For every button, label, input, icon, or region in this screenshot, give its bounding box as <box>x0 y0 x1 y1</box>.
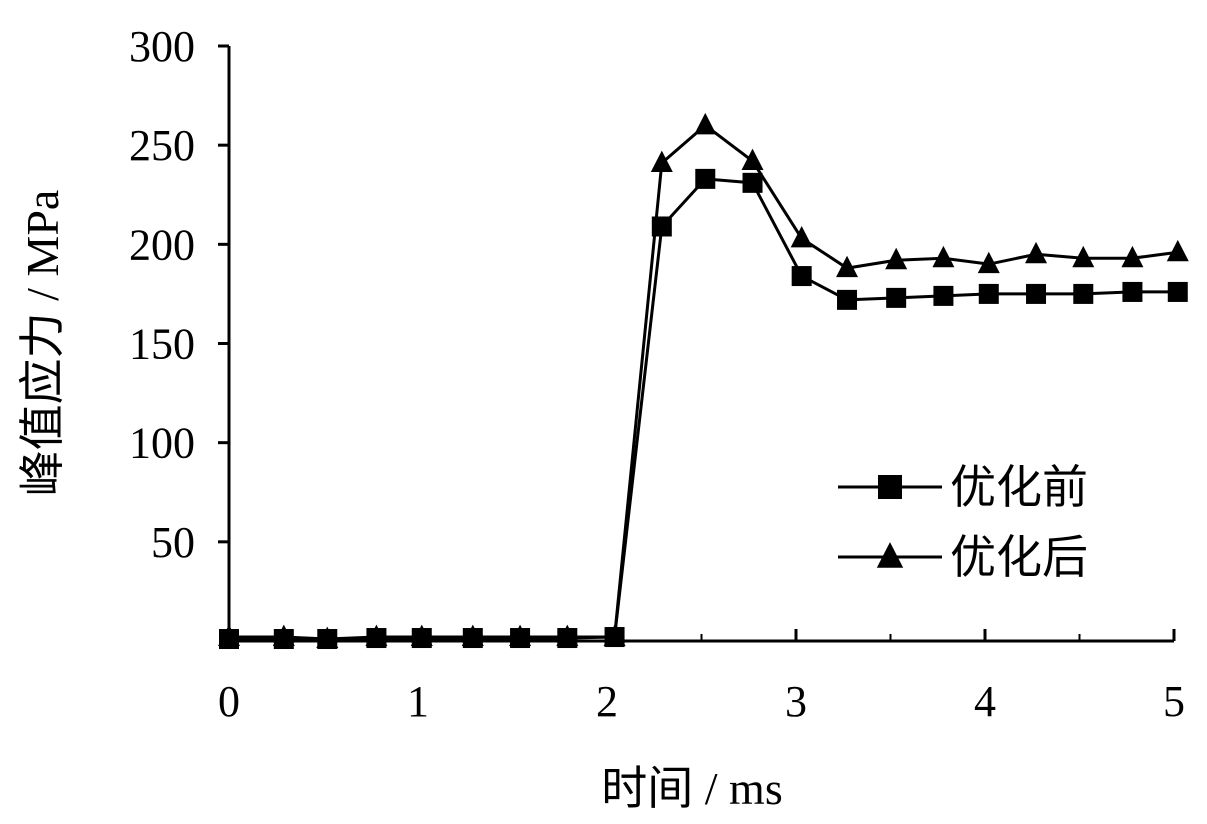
data-point <box>836 255 859 278</box>
data-point <box>650 150 673 173</box>
data-point <box>837 289 858 310</box>
data-point <box>603 624 626 647</box>
data-point <box>1121 245 1144 268</box>
y-axis-title: 峰值应力 / MPa <box>17 190 68 497</box>
data-point <box>791 266 812 287</box>
data-point <box>1072 245 1095 268</box>
data-point <box>272 624 295 647</box>
legend-label: 优化前 <box>950 462 1088 513</box>
data-point <box>694 112 717 135</box>
y-tick-label: 100 <box>129 419 195 468</box>
legend-marker <box>878 475 902 499</box>
data-point <box>461 624 484 647</box>
legend-item-1: 优化前 <box>838 462 1088 513</box>
y-tick-label: 250 <box>129 121 195 170</box>
data-point <box>1122 281 1143 302</box>
data-point <box>790 225 813 248</box>
data-point <box>885 247 908 270</box>
y-tick-label: 50 <box>151 518 195 567</box>
legend-marker <box>876 542 904 568</box>
data-point <box>978 283 999 304</box>
data-point <box>218 624 240 647</box>
data-point <box>933 285 954 306</box>
x-tick-label: 1 <box>407 677 429 726</box>
data-series <box>218 112 1189 650</box>
data-point <box>1025 241 1048 264</box>
x-tick-label: 0 <box>218 677 240 726</box>
tick-labels: 50 100 150 200 250 300 0 1 2 3 4 5 <box>129 22 1185 726</box>
data-point <box>365 624 388 647</box>
x-axis-title: 时间 / ms <box>601 763 782 814</box>
data-point <box>886 287 907 308</box>
data-point <box>1167 281 1188 302</box>
data-point <box>1073 283 1094 304</box>
x-tick-label: 4 <box>974 677 996 726</box>
y-tick-label: 150 <box>129 320 195 369</box>
legend-label: 优化后 <box>950 532 1088 583</box>
y-tick-label: 300 <box>129 22 195 71</box>
data-point <box>556 624 579 647</box>
y-tick-label: 200 <box>129 220 195 269</box>
x-tick-label: 2 <box>596 677 618 726</box>
series-2 <box>218 112 1189 649</box>
x-tick-label: 5 <box>1163 677 1185 726</box>
data-point <box>695 168 716 189</box>
data-point <box>316 626 339 649</box>
data-point <box>977 251 1000 274</box>
data-point <box>932 245 955 268</box>
legend-item-2: 优化后 <box>838 532 1088 583</box>
data-point <box>1166 239 1189 262</box>
data-point <box>741 148 764 171</box>
data-point <box>410 624 433 647</box>
data-point <box>509 624 532 647</box>
data-point <box>742 172 763 193</box>
x-tick-label: 3 <box>785 677 807 726</box>
data-point <box>1026 283 1047 304</box>
